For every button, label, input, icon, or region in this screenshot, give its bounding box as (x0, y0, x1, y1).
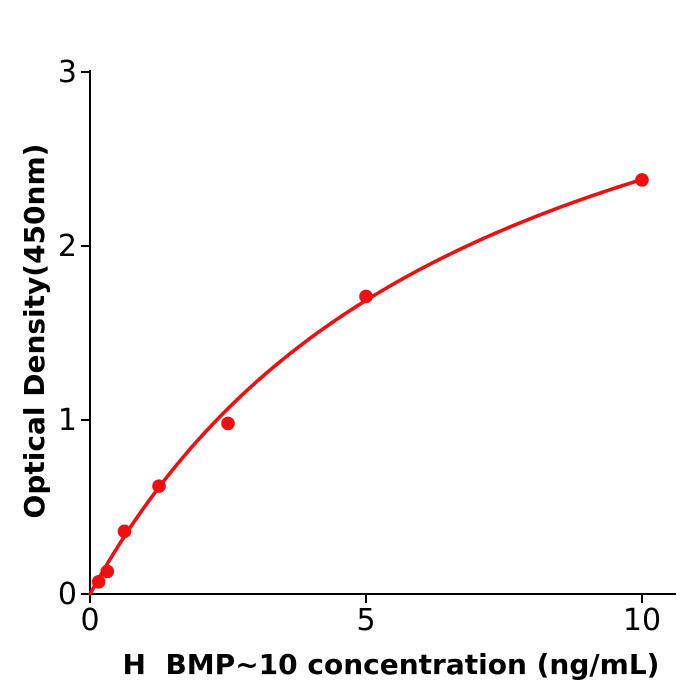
data-point (359, 289, 373, 304)
data-point (221, 416, 235, 431)
data-point (91, 575, 106, 589)
y-tick-label: 2 (58, 229, 77, 264)
x-tick-label: 5 (356, 603, 375, 638)
data-point (152, 479, 166, 493)
fit-curve-line (88, 177, 644, 596)
y-tick-label: 3 (58, 55, 77, 90)
x-axis-title: H BMP~10 concentration (ng/mL) (123, 648, 660, 681)
data-point (100, 564, 115, 579)
data-point (117, 524, 132, 539)
x-axis-ticks: 0 5 10 (80, 594, 661, 638)
data-points (91, 173, 649, 589)
y-tick-label: 1 (58, 403, 77, 438)
x-tick-label: 10 (623, 603, 661, 638)
data-point (635, 173, 649, 187)
x-tick-label: 0 (80, 603, 99, 638)
y-axis-ticks: 0 1 2 3 (58, 55, 90, 612)
y-tick-label: 0 (58, 577, 77, 612)
axis-spines (89, 70, 676, 595)
y-axis-title: Optical Density(450nm) (18, 144, 51, 519)
